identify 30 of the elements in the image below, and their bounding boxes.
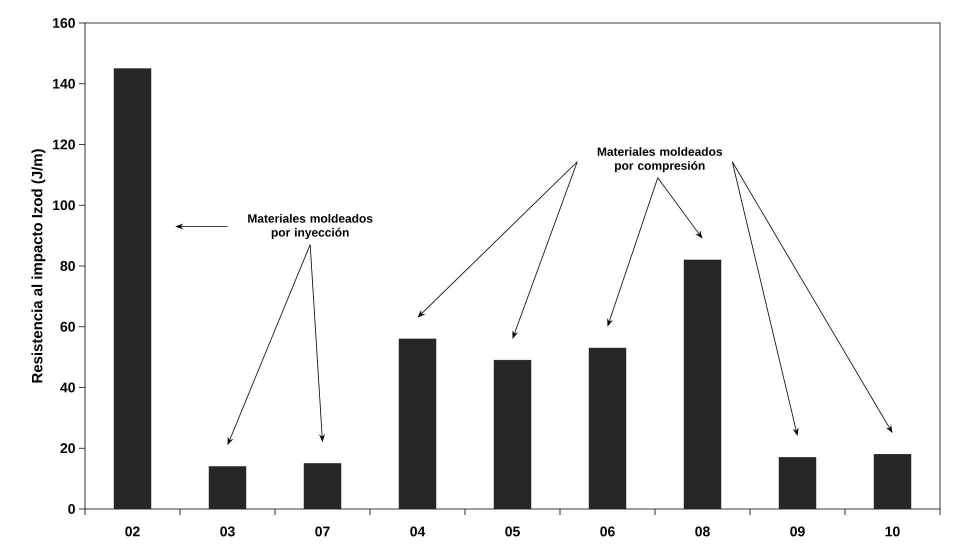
x-tick-label: 09: [790, 526, 805, 536]
y-tick-label: 0: [68, 504, 75, 514]
bar: [874, 454, 912, 510]
y-tick-label: 160: [53, 18, 75, 28]
bar: [398, 338, 436, 510]
bar: [114, 68, 152, 510]
y-tick-label: 120: [53, 140, 75, 150]
y-tick-label: 40: [60, 382, 75, 392]
bar: [494, 360, 532, 510]
x-tick-label: 06: [600, 526, 615, 536]
bar: [684, 260, 722, 510]
x-tick-label: 05: [505, 526, 520, 536]
bar: [778, 457, 816, 510]
bar: [208, 466, 246, 510]
y-tick-label: 60: [60, 322, 75, 332]
x-tick-label: 02: [125, 526, 140, 536]
y-tick-label: 140: [53, 78, 75, 89]
y-tick-label: 20: [60, 443, 75, 454]
y-tick-label: 80: [60, 261, 75, 271]
y-axis-title: Resistencia al impacto Izod (J/m): [31, 149, 46, 382]
x-tick-label: 07: [315, 526, 330, 536]
x-tick-label: 03: [220, 526, 235, 536]
y-tick-label: 100: [53, 200, 75, 210]
bar: [304, 463, 342, 510]
x-tick-label: 10: [886, 526, 900, 536]
annotation: Materiales moldeados por compresión: [598, 147, 722, 172]
x-tick-label: 08: [695, 526, 710, 536]
x-tick-label: 04: [410, 526, 426, 536]
bar: [588, 348, 626, 510]
annotation: Materiales moldeados por inyección: [248, 214, 372, 240]
